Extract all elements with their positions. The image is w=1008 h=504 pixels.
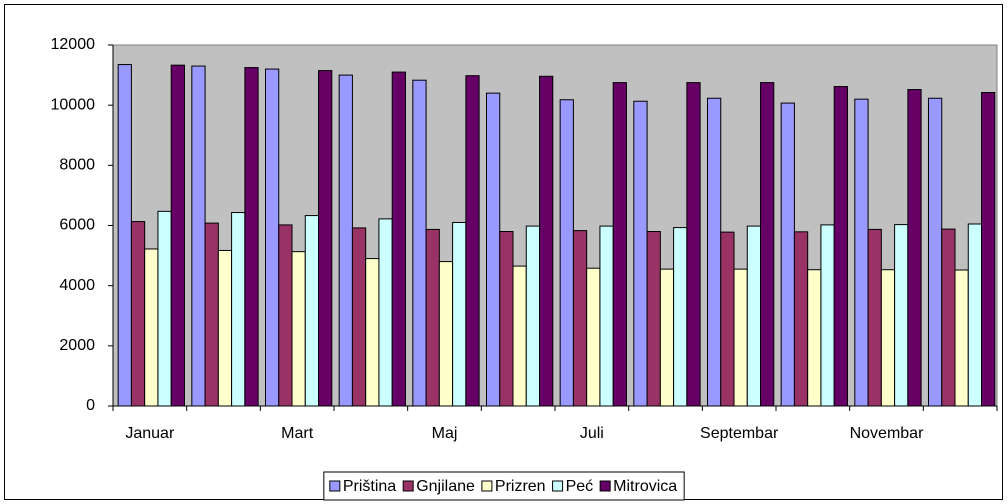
x-tick-label: Maj [432, 425, 458, 442]
y-tick-label: 2000 [59, 337, 95, 354]
plot-area [112, 44, 998, 407]
bar [539, 75, 554, 407]
legend-swatch [552, 480, 564, 492]
bar [204, 222, 219, 407]
bar [760, 82, 775, 407]
bar [117, 64, 132, 407]
bar [512, 265, 527, 407]
bar [572, 230, 588, 407]
bar [264, 68, 280, 407]
bar [686, 82, 701, 407]
legend-label: Priština [343, 478, 396, 495]
bar [746, 225, 762, 407]
y-tick-label: 4000 [59, 277, 95, 294]
y-tick-label: 12000 [51, 36, 96, 53]
bar [170, 64, 185, 407]
bar [217, 249, 233, 407]
bar [807, 269, 822, 407]
bar [412, 79, 427, 407]
x-tick-label: Mart [281, 425, 314, 442]
bar [465, 75, 480, 407]
legend-label: Prizren [495, 478, 546, 495]
bar [338, 74, 353, 407]
bar [954, 269, 969, 407]
bar [659, 268, 675, 407]
bar [706, 97, 722, 407]
y-tick-label: 6000 [59, 217, 95, 234]
x-tick-label: Novembar [850, 425, 924, 442]
y-tick-label: 8000 [59, 157, 95, 174]
bar [291, 251, 306, 407]
legend-label: Mitrovica [613, 478, 677, 495]
legend-label: Gnjilane [416, 478, 475, 495]
legend-swatch [402, 480, 414, 492]
bar [793, 231, 809, 407]
bar [130, 221, 146, 407]
bar [378, 218, 393, 407]
bar [425, 228, 440, 407]
legend-swatch [329, 480, 341, 492]
bar [438, 261, 454, 407]
bar [391, 71, 406, 407]
bar [318, 70, 333, 407]
bar [351, 227, 367, 407]
bar [907, 89, 922, 407]
bar [733, 268, 748, 407]
bar [820, 224, 835, 407]
legend-swatch [599, 480, 611, 492]
bar [780, 102, 795, 407]
bar [525, 225, 541, 407]
bar [278, 224, 293, 407]
legend-swatch [481, 480, 493, 492]
bar [941, 228, 956, 407]
x-tick-label: Septembar [700, 425, 779, 442]
bar [833, 86, 848, 407]
y-tick-label: 10000 [51, 96, 96, 113]
bar [191, 65, 206, 407]
bar [673, 227, 688, 407]
bar [244, 67, 259, 407]
bar [144, 248, 159, 407]
bar [927, 97, 943, 407]
bar [867, 228, 882, 407]
bar [894, 224, 909, 407]
bar [157, 210, 172, 407]
bar [231, 212, 246, 407]
bar [720, 231, 735, 407]
bar [586, 267, 601, 407]
bar [304, 215, 320, 407]
y-tick-label: 0 [86, 397, 95, 414]
x-tick-label: Juli [580, 425, 604, 442]
x-tick-label: Januar [125, 425, 175, 442]
bar [365, 258, 380, 407]
bar [854, 98, 869, 407]
legend [323, 471, 685, 501]
bar [612, 82, 627, 407]
bar [485, 92, 501, 407]
legend-label: Peć [566, 478, 594, 495]
bar [499, 231, 514, 407]
bar [599, 225, 614, 407]
bar [633, 100, 648, 407]
bar [559, 99, 574, 407]
bar [452, 221, 467, 407]
bar [880, 269, 896, 407]
bar [981, 92, 996, 407]
bar [967, 223, 983, 407]
bar [646, 231, 661, 407]
